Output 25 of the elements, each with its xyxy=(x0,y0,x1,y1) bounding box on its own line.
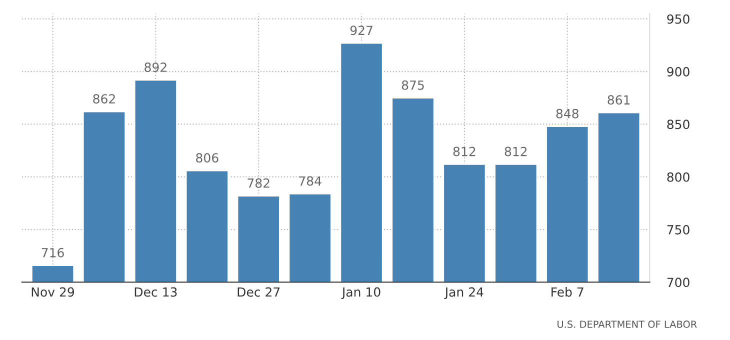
data-label: 892 xyxy=(144,62,166,72)
data-label: 812 xyxy=(504,146,527,156)
x-tick-label: Jan 24 xyxy=(444,287,484,300)
y-tick-label: 700 xyxy=(667,278,690,288)
y-tick-label: 900 xyxy=(667,67,690,76)
data-label: 784 xyxy=(299,176,322,186)
data-label: 848 xyxy=(556,108,578,118)
y-tick-label: 850 xyxy=(667,120,690,130)
y-tick-label: 750 xyxy=(667,225,690,234)
data-label: 861 xyxy=(608,95,630,105)
x-tick-label: Jan 10 xyxy=(341,287,380,300)
data-label: 782 xyxy=(248,178,270,188)
data-label: 716 xyxy=(42,248,64,258)
text: U.S. DEPARTMENT OF LABOR xyxy=(558,320,697,328)
data-label: 927 xyxy=(350,26,372,36)
x-tick-label: Nov 29 xyxy=(32,287,74,297)
data-label: 812 xyxy=(453,146,476,156)
y-tick-label: 950 xyxy=(667,14,690,24)
data-label: 862 xyxy=(93,94,115,104)
x-tick-label: Dec 13 xyxy=(134,287,177,297)
data-label: 806 xyxy=(196,153,218,163)
x-tick-label: Dec 27 xyxy=(238,287,280,297)
x-tick-label: Feb 7 xyxy=(552,287,584,297)
data-label: 875 xyxy=(402,80,424,90)
y-tick-label: 800 xyxy=(667,172,690,182)
